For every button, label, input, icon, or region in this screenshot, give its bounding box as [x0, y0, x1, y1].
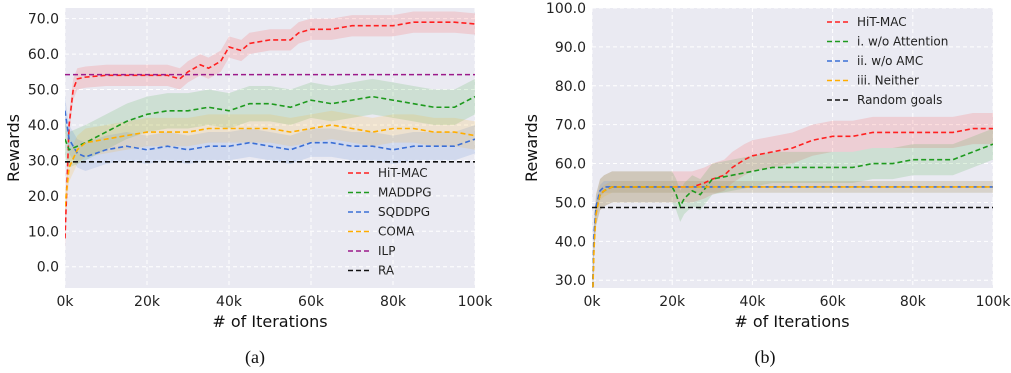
- band-i-w-o-attention: [592, 128, 993, 288]
- x-axis-label-b: # of Iterations: [734, 312, 849, 331]
- x-tick-label: 40k: [739, 294, 766, 310]
- y-tick-label: 70.0: [555, 118, 586, 134]
- legend-item-maddpg: MADDPG: [348, 186, 432, 200]
- x-tick-label: 0k: [56, 294, 74, 310]
- y-tick-label: 30.0: [28, 153, 59, 169]
- legend-item-hit-mac: HiT-MAC: [827, 15, 907, 29]
- legend-label: Random goals: [857, 93, 942, 107]
- legend-label: HiT-MAC: [378, 166, 428, 180]
- legend-item-sqddpg: SQDDPG: [348, 205, 430, 219]
- legend-label: SQDDPG: [378, 205, 430, 219]
- y-tick-label: 60.0: [28, 47, 59, 63]
- series-line-hit-mac: [65, 21, 475, 239]
- caption-b: (b): [755, 347, 776, 368]
- series-line-ii-w-o-amc: [592, 186, 993, 288]
- legend-item-iii-neither: iii. Neither: [827, 74, 919, 88]
- y-tick-label: 30.0: [555, 273, 586, 289]
- legend-item-ra: RA: [348, 264, 395, 278]
- band-coma: [65, 110, 475, 221]
- x-ticks-a: 0k 20k 40k 60k 80k 100k: [56, 294, 493, 310]
- x-tick-label: 80k: [900, 294, 927, 310]
- x-tick-label: 60k: [298, 294, 325, 310]
- series-line-coma: [65, 124, 475, 207]
- y-tick-label: 70.0: [28, 12, 59, 28]
- legend-label: iii. Neither: [857, 74, 919, 88]
- legend-label: ILP: [378, 244, 395, 258]
- legend-item-i-w-o-attention: i. w/o Attention: [827, 35, 948, 49]
- series-line-iii-neither: [592, 186, 993, 288]
- x-tick-label: 40k: [216, 294, 243, 310]
- band-maddpg: [65, 78, 475, 168]
- y-tick-label: 40.0: [555, 234, 586, 250]
- y-tick-label: 10.0: [28, 224, 59, 240]
- legend-label: i. w/o Attention: [857, 35, 948, 49]
- legend-item-ii-w-o-amc: ii. w/o AMC: [827, 54, 923, 68]
- lines-b: [592, 127, 993, 288]
- legend-label: HiT-MAC: [857, 15, 907, 29]
- y-tick-label: 100.0: [546, 1, 586, 17]
- caption-a: (a): [245, 347, 265, 368]
- y-tick-label: 40.0: [28, 118, 59, 134]
- x-tick-label: 20k: [659, 294, 686, 310]
- bands-a: [65, 11, 475, 250]
- x-ticks-b: 0k 20k 40k 60k 80k 100k: [583, 294, 1011, 310]
- band-sqddpg: [65, 96, 475, 172]
- legend-item-random-goals: Random goals: [827, 93, 942, 107]
- lines-a: [65, 21, 475, 239]
- y-tick-label: 50.0: [555, 195, 586, 211]
- legend-item-hit-mac: HiT-MAC: [348, 166, 428, 180]
- x-tick-label: 0k: [583, 294, 601, 310]
- legend-label: COMA: [378, 225, 415, 239]
- y-tick-label: 90.0: [555, 40, 586, 56]
- y-tick-label: 0.0: [37, 260, 59, 276]
- legend-b: HiT-MAC i. w/o Attention ii. w/o AMC iii. N…: [827, 15, 948, 107]
- x-tick-label: 100k: [458, 294, 494, 310]
- x-axis-label-a: # of Iterations: [212, 312, 327, 331]
- y-tick-label: 50.0: [28, 83, 59, 99]
- y-ticks-a: 0.0 10.0 20.0 30.0 40.0 50.0 60.0 70.0: [28, 12, 59, 276]
- x-tick-label: 20k: [134, 294, 161, 310]
- x-tick-label: 60k: [820, 294, 847, 310]
- chart-b: 0k 20k 40k 60k 80k 100k 30.0 40.0 50.0 60.0 70.0 8…: [522, 1, 1011, 368]
- y-tick-label: 60.0: [555, 157, 586, 173]
- grid-a: [64, 8, 476, 288]
- legend-item-coma: COMA: [348, 225, 415, 239]
- grid-b: [591, 7, 994, 288]
- series-line-hit-mac: [592, 127, 993, 288]
- legend-label: RA: [378, 264, 395, 278]
- y-tick-label: 20.0: [28, 189, 59, 205]
- legend-label: ii. w/o AMC: [857, 54, 923, 68]
- band-hit-mac: [65, 11, 475, 250]
- x-tick-label: 80k: [380, 294, 407, 310]
- y-axis-label-a: Rewards: [4, 114, 23, 182]
- x-tick-label: 100k: [976, 294, 1011, 310]
- y-axis-label-b: Rewards: [522, 114, 541, 182]
- legend-label: MADDPG: [378, 186, 432, 200]
- chart-a: 0k 20k 40k 60k 80k 100k 0.0 10.0 20.0 30.0 40.0 50…: [4, 8, 493, 368]
- series-line-sqddpg: [65, 110, 475, 158]
- band-ii-w-o-amc: [592, 181, 993, 288]
- legend-a: HiT-MAC MADDPG SQDDPG COMA ILP RA: [348, 166, 432, 278]
- y-ticks-b: 30.0 40.0 50.0 60.0 70.0 80.0 90.0 100.0: [546, 1, 586, 289]
- legend-item-ilp: ILP: [348, 244, 395, 258]
- series-line-maddpg: [65, 95, 475, 151]
- band-iii-neither: [592, 181, 993, 288]
- y-tick-label: 80.0: [555, 79, 586, 95]
